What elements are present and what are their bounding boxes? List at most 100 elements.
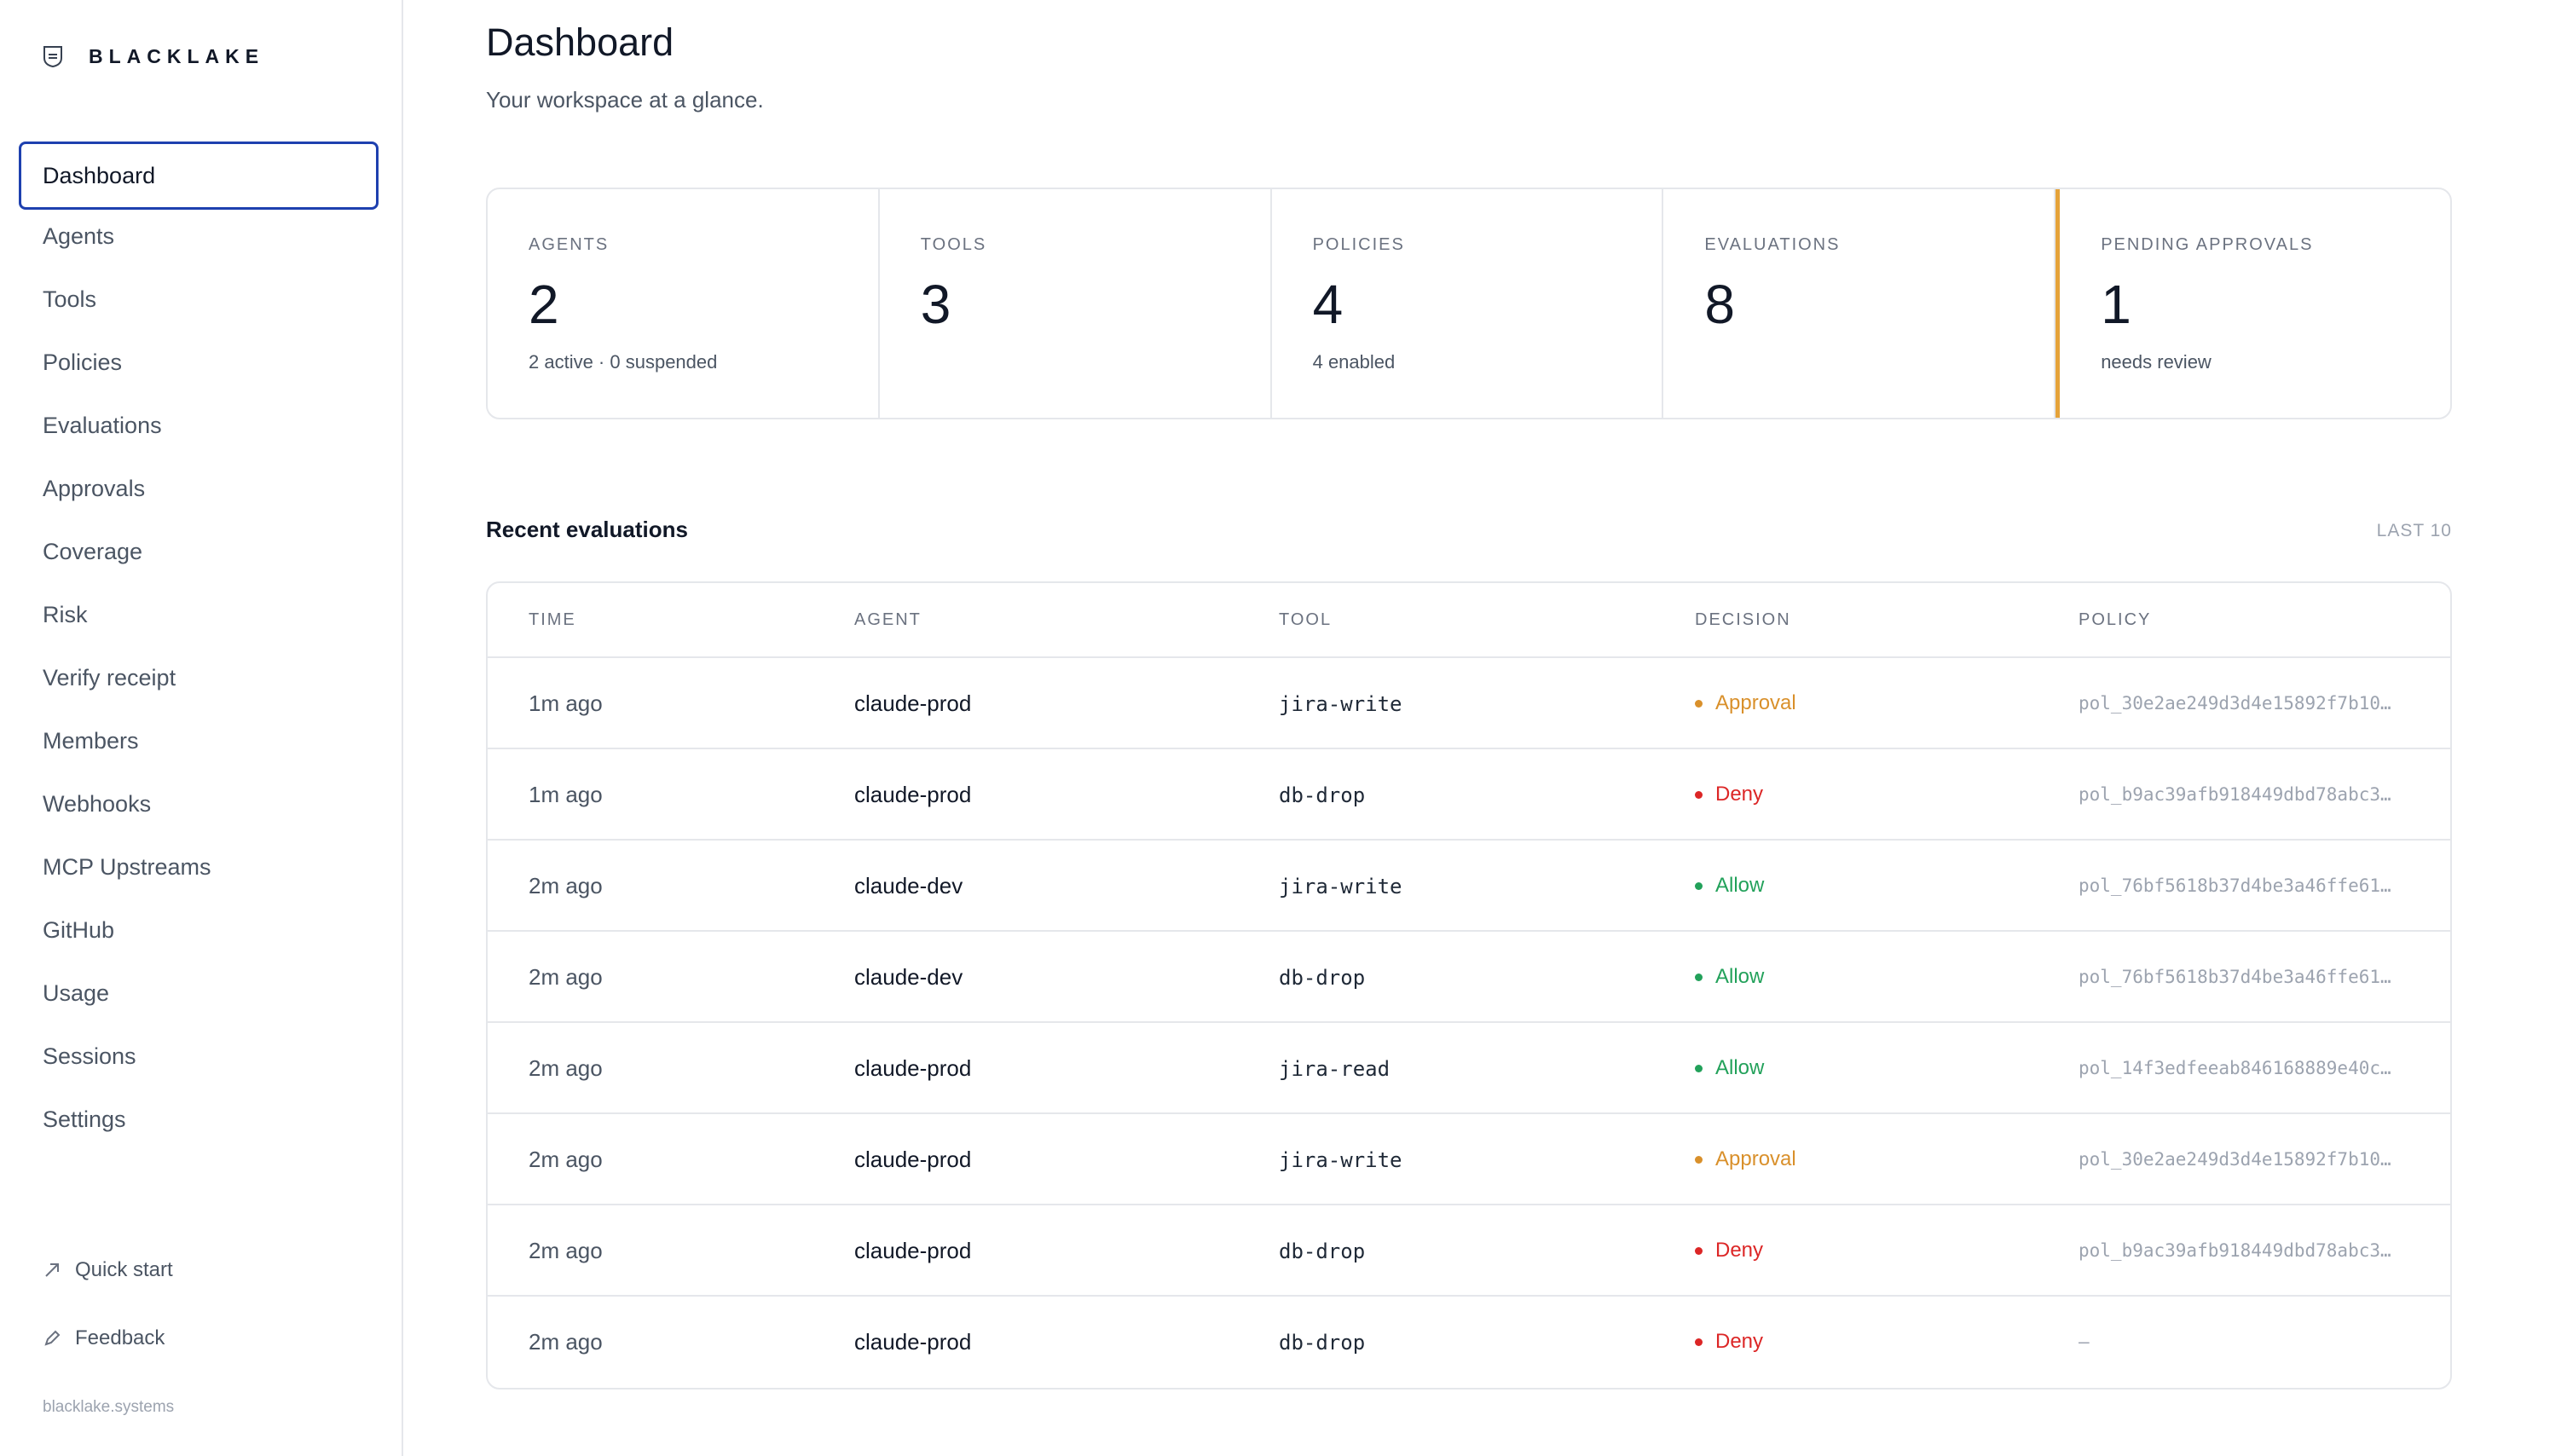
cell-time: 1m ago (529, 690, 603, 716)
sidebar-item-label: GitHub (43, 916, 115, 943)
cell-tool[interactable]: jira-write (1279, 692, 1402, 716)
column-header-tool[interactable]: TOOL (1279, 610, 1333, 629)
sidebar-item-sessions[interactable]: Sessions (19, 1025, 379, 1088)
cell-tool[interactable]: db-drop (1279, 966, 1366, 990)
cell-tool[interactable]: jira-read (1279, 1057, 1391, 1081)
cell-agent[interactable]: claude-prod (854, 1147, 972, 1172)
sidebar-item-webhooks[interactable]: Webhooks (19, 772, 379, 835)
stat-card-pending-approvals[interactable]: PENDING APPROVALS 1 needs review (2056, 189, 2450, 418)
column-header-policy[interactable]: POLICY (2079, 610, 2152, 629)
stat-card-tools[interactable]: TOOLS 3 (880, 189, 1272, 418)
stat-card-agents[interactable]: AGENTS 2 2 active · 0 suspended (488, 189, 880, 418)
cell-policy[interactable]: — (2079, 1332, 2090, 1352)
decision-label: Deny (1715, 1239, 1764, 1262)
table-row[interactable]: 2m ago claude-prod db-drop Deny pol_b9ac39af… (488, 1205, 2450, 1297)
stat-subtext: 2 active · 0 suspended (529, 351, 718, 373)
pencil-icon (44, 1330, 61, 1346)
stat-subtext: needs review (2101, 351, 2212, 373)
sidebar-item-evaluations[interactable]: Evaluations (19, 394, 379, 457)
recent-evaluations-meta: LAST 10 (2376, 521, 2452, 540)
evaluations-table: TIME AGENT TOOL DECISION POLICY 1m ago claude… (486, 581, 2452, 1390)
sidebar: BLACKLAKE Dashboard Agents Tools Policies Ev… (0, 0, 403, 1456)
stat-label: AGENTS (529, 235, 610, 254)
table-row[interactable]: 2m ago claude-prod db-drop Deny — (488, 1297, 2450, 1388)
cell-agent[interactable]: claude-prod (854, 690, 972, 716)
sidebar-item-settings[interactable]: Settings (19, 1088, 379, 1151)
table-row[interactable]: 2m ago claude-dev jira-write Allow pol_76bf5… (488, 841, 2450, 932)
sidebar-footer: Quick start Feedback (43, 1253, 173, 1390)
stat-subtext: 4 enabled (1312, 351, 1396, 373)
stat-label: PENDING APPROVALS (2101, 235, 2314, 254)
cell-tool[interactable]: jira-write (1279, 875, 1402, 898)
sidebar-item-label: Settings (43, 1106, 126, 1132)
stat-card-evaluations[interactable]: EVALUATIONS 8 (1663, 189, 2056, 418)
table-row[interactable]: 1m ago claude-prod db-drop Deny pol_b9ac39af… (488, 749, 2450, 841)
cell-decision: Approval (1695, 691, 1796, 715)
cell-tool[interactable]: db-drop (1279, 1331, 1366, 1355)
sidebar-item-members[interactable]: Members (19, 709, 379, 772)
sidebar-item-tools[interactable]: Tools (19, 268, 379, 331)
cell-time: 2m ago (529, 873, 603, 898)
cell-tool[interactable]: db-drop (1279, 783, 1366, 807)
decision-label: Allow (1715, 874, 1765, 897)
sidebar-item-dashboard[interactable]: Dashboard (19, 142, 379, 210)
sidebar-item-verify-receipt[interactable]: Verify receipt (19, 646, 379, 709)
cell-agent[interactable]: claude-dev (854, 964, 963, 990)
sidebar-item-label: Coverage (43, 538, 143, 564)
table-body: 1m ago claude-prod jira-write Approval pol_3… (488, 658, 2450, 1388)
cell-agent[interactable]: claude-prod (854, 1238, 972, 1263)
cell-policy[interactable]: pol_b9ac39afb918449dbd78abc3… (2079, 1240, 2391, 1261)
table-row[interactable]: 1m ago claude-prod jira-write Approval pol_3… (488, 658, 2450, 749)
table-row[interactable]: 2m ago claude-prod jira-write Approval pol_3… (488, 1114, 2450, 1205)
cell-time: 2m ago (529, 964, 603, 990)
stat-card-policies[interactable]: POLICIES 4 4 enabled (1272, 189, 1664, 418)
cell-policy[interactable]: pol_14f3edfeeab846168889e40c… (2079, 1058, 2391, 1078)
recent-evaluations-title: Recent evaluations (486, 517, 688, 542)
cell-agent[interactable]: claude-prod (854, 1055, 972, 1081)
cell-decision: Approval (1695, 1147, 1796, 1171)
stats-panel: AGENTS 2 2 active · 0 suspended TOOLS 3 POLIC… (486, 188, 2452, 419)
sidebar-item-coverage[interactable]: Coverage (19, 520, 379, 583)
table-row[interactable]: 2m ago claude-prod jira-read Allow pol_14f3e… (488, 1023, 2450, 1114)
decision-label: Approval (1715, 691, 1796, 714)
cell-policy[interactable]: pol_76bf5618b37d4be3a46ffe61… (2079, 967, 2391, 987)
cell-decision: Allow (1695, 965, 1764, 989)
cell-policy[interactable]: pol_76bf5618b37d4be3a46ffe61… (2079, 875, 2391, 896)
column-header-time[interactable]: TIME (529, 610, 576, 629)
cell-agent[interactable]: claude-prod (854, 782, 972, 807)
decision-label: Allow (1715, 965, 1765, 988)
column-header-agent[interactable]: AGENT (854, 610, 922, 629)
cell-agent[interactable]: claude-dev (854, 873, 963, 898)
stat-label: POLICIES (1312, 235, 1405, 254)
sidebar-item-risk[interactable]: Risk (19, 583, 379, 646)
sidebar-item-agents[interactable]: Agents (19, 205, 379, 268)
sidebar-item-policies[interactable]: Policies (19, 331, 379, 394)
cell-tool[interactable]: jira-write (1279, 1148, 1402, 1172)
sidebar-item-mcp-upstreams[interactable]: MCP Upstreams (19, 835, 379, 898)
table-row[interactable]: 2m ago claude-dev db-drop Allow pol_76bf5618… (488, 932, 2450, 1023)
quick-start-link[interactable]: Quick start (43, 1253, 173, 1287)
domain-text: blacklake.systems (43, 1398, 175, 1416)
cell-policy[interactable]: pol_b9ac39afb918449dbd78abc3… (2079, 784, 2391, 805)
cell-policy[interactable]: pol_30e2ae249d3d4e15892f7b10… (2079, 1149, 2391, 1170)
sidebar-item-github[interactable]: GitHub (19, 898, 379, 962)
cell-tool[interactable]: db-drop (1279, 1239, 1366, 1263)
cell-policy[interactable]: pol_30e2ae249d3d4e15892f7b10… (2079, 693, 2391, 714)
cell-time: 2m ago (529, 1329, 603, 1355)
arrow-up-right-icon (45, 1263, 59, 1277)
cell-agent[interactable]: claude-prod (854, 1329, 972, 1355)
feedback-link[interactable]: Feedback (43, 1321, 173, 1355)
brand[interactable]: BLACKLAKE (43, 43, 264, 70)
decision-status-dot-icon (1695, 790, 1703, 799)
stat-value: 3 (920, 274, 951, 335)
column-header-decision[interactable]: DECISION (1695, 610, 1791, 629)
sidebar-item-usage[interactable]: Usage (19, 962, 379, 1025)
cell-decision: Allow (1695, 874, 1764, 898)
stat-value: 4 (1312, 274, 1344, 335)
sidebar-item-approvals[interactable]: Approvals (19, 457, 379, 520)
decision-status-dot-icon (1695, 973, 1703, 981)
sidebar-item-label: Evaluations (43, 412, 162, 438)
sidebar-item-label: MCP Upstreams (43, 853, 211, 880)
cell-decision: Deny (1695, 1330, 1763, 1354)
page-title: Dashboard (486, 20, 674, 64)
